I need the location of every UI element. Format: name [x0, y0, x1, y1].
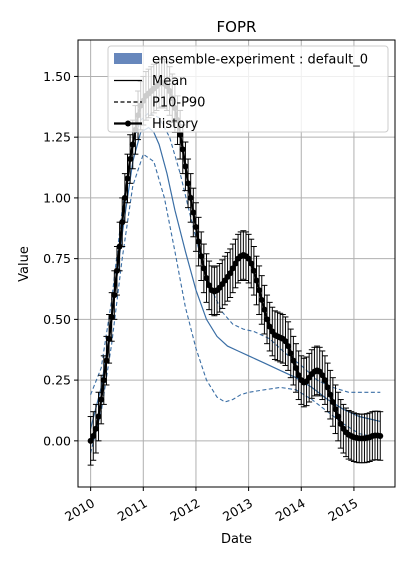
history-point-36 — [182, 163, 189, 170]
history-point-93 — [332, 406, 339, 413]
y-tick-label-2: 0.50 — [43, 312, 71, 327]
history-point-92 — [329, 398, 336, 405]
legend: ensemble-experiment : default_0 Mean P10-P… — [107, 45, 389, 133]
history-point-9 — [111, 292, 118, 299]
y-axis-ticks: 0.00 0.25 0.50 0.75 1.00 1.25 1.50 — [43, 69, 78, 448]
history-point-13 — [121, 194, 128, 201]
legend-label-3: History — [152, 117, 199, 132]
legend-label-1: Mean — [152, 74, 187, 89]
history-point-88 — [319, 372, 326, 379]
history-point-4 — [98, 396, 105, 403]
history-point-7 — [106, 335, 113, 342]
history-point-35 — [179, 146, 186, 153]
history-point-54 — [229, 265, 236, 272]
history-point-66 — [261, 306, 268, 313]
history-point-61 — [248, 260, 255, 267]
history-point-62 — [250, 267, 257, 274]
history-point-44 — [203, 275, 210, 282]
history-point-12 — [119, 219, 126, 226]
history-point-16 — [129, 141, 136, 148]
history-point-45 — [206, 282, 213, 289]
history-point-95 — [337, 420, 344, 427]
history-point-15 — [127, 156, 134, 163]
history-point-67 — [264, 316, 271, 323]
plot-frame — [77, 39, 396, 488]
history-point-43 — [200, 265, 207, 272]
history-point-10 — [113, 267, 120, 274]
history-point-6 — [103, 357, 110, 364]
x-axis-label: Date — [221, 532, 252, 547]
legend-label-2: P10-P90 — [152, 96, 205, 111]
series-line-p10 — [90, 153, 381, 454]
history-point-68 — [266, 323, 273, 330]
y-tick-label-6: 1.50 — [43, 69, 71, 84]
history-point-63 — [253, 277, 260, 284]
history-point-37 — [185, 180, 192, 187]
chart-title: FOPR — [217, 18, 257, 36]
history-point-78 — [293, 364, 300, 371]
legend-label-0: ensemble-experiment : default_0 — [152, 53, 368, 68]
history-point-8 — [108, 313, 115, 320]
history-point-3 — [95, 413, 102, 420]
history-point-53 — [227, 270, 234, 277]
history-point-14 — [124, 175, 131, 182]
y-tick-label-1: 0.25 — [43, 373, 71, 388]
history-point-76 — [287, 350, 294, 357]
history-point-41 — [195, 238, 202, 245]
history-point-64 — [256, 287, 263, 294]
history-point-60 — [245, 255, 252, 262]
history-point-79 — [295, 372, 302, 379]
history-point-5 — [100, 377, 107, 384]
history-point-39 — [190, 209, 197, 216]
legend-handle-history-point — [125, 120, 131, 127]
history-point-90 — [324, 384, 331, 391]
history-point-38 — [187, 194, 194, 201]
history-point-2 — [92, 425, 99, 432]
y-tick-label-0: 0.00 — [43, 433, 71, 448]
y-axis-label: Value — [17, 246, 32, 282]
history-point-11 — [116, 243, 123, 250]
y-tick-label-3: 0.75 — [43, 251, 71, 266]
history-point-34 — [177, 131, 184, 138]
history-point-40 — [192, 224, 199, 231]
history-point-75 — [285, 343, 292, 350]
y-tick-label-5: 1.25 — [43, 130, 71, 145]
history-point-77 — [290, 357, 297, 364]
history-point-94 — [335, 413, 342, 420]
y-tick-label-4: 1.00 — [43, 190, 71, 205]
history-series — [87, 57, 384, 466]
history-point-89 — [321, 377, 328, 384]
history-point-74 — [282, 338, 289, 345]
history-point-1 — [90, 432, 97, 439]
history-point-42 — [198, 253, 205, 260]
history-point-55 — [232, 260, 239, 267]
legend-handle-ensemble — [114, 53, 142, 64]
history-point-91 — [327, 391, 334, 398]
history-point-65 — [258, 296, 265, 303]
history-point-0 — [87, 437, 94, 444]
legend-box — [107, 45, 389, 133]
history-point-110 — [377, 432, 384, 439]
